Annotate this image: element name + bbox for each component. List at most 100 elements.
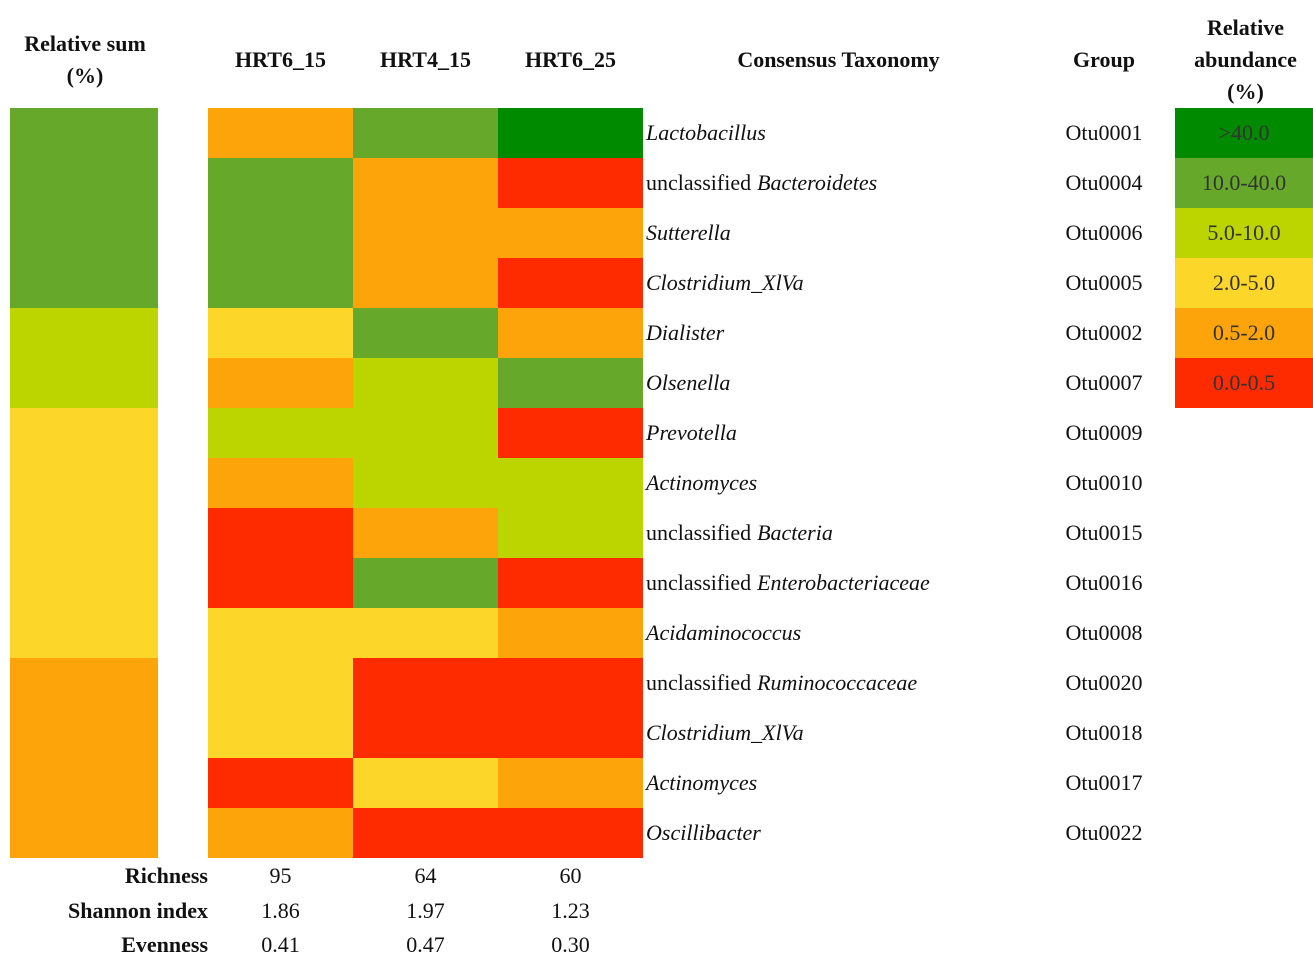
group: Otu0004	[1065, 170, 1143, 195]
group: Otu0005	[1065, 270, 1143, 295]
legend-item: 10.0-40.0	[1175, 158, 1313, 208]
relative-sum-cell	[10, 808, 158, 858]
relative-sum-cell	[10, 308, 158, 358]
heat-cell	[498, 558, 643, 608]
relative-sum-cell	[10, 258, 158, 308]
group: Otu0008	[1065, 620, 1143, 645]
relative-sum-cell	[10, 158, 158, 208]
taxonomy: Prevotella	[646, 420, 737, 445]
heat-cell	[353, 258, 498, 308]
heat-cell	[353, 708, 498, 758]
heat-cell	[353, 308, 498, 358]
relative-sum-cell	[10, 658, 158, 708]
heat-cell	[208, 408, 353, 458]
heat-cell	[498, 658, 643, 708]
column-header: HRT6_15	[235, 47, 326, 72]
stat-value: 1.97	[406, 898, 445, 923]
group: Otu0009	[1065, 420, 1143, 445]
legend-item: 2.0-5.0	[1175, 258, 1313, 308]
stat-value: 0.41	[261, 932, 300, 957]
stat-value: 1.23	[551, 898, 590, 923]
relative-sum-cell	[10, 208, 158, 258]
taxonomy: Lactobacillus	[646, 120, 766, 145]
relative-sum-cell	[10, 408, 158, 458]
heat-cell	[353, 358, 498, 408]
taxonomy: Clostridium_XlVa	[646, 270, 804, 295]
stat-label: Richness	[124, 863, 208, 888]
heat-cell	[498, 308, 643, 358]
stat-value: 0.47	[406, 932, 445, 957]
heat-cell	[353, 208, 498, 258]
stat-value: 95	[269, 863, 292, 888]
taxonomy-plain: unclassified	[646, 520, 752, 545]
heat-cell	[353, 608, 498, 658]
heat-cell	[353, 508, 498, 558]
header-taxonomy: Consensus Taxonomy	[737, 47, 940, 72]
taxonomy: Actinomyces	[646, 770, 758, 795]
legend-item: 5.0-10.0	[1175, 208, 1313, 258]
relative-sum-cell	[10, 508, 158, 558]
heat-cell	[498, 758, 643, 808]
heat-cell	[498, 458, 643, 508]
heat-cell	[208, 658, 353, 708]
stat-value: 64	[414, 863, 437, 888]
legend-item: >40.0	[1175, 108, 1313, 158]
heat-cell	[208, 258, 353, 308]
legend-item: 0.5-2.0	[1175, 308, 1313, 358]
heat-cell	[208, 108, 353, 158]
taxonomy-italic: Bacteria	[757, 520, 833, 545]
taxonomy-plain: unclassified	[646, 170, 752, 195]
heat-cell	[208, 358, 353, 408]
heat-cell	[208, 758, 353, 808]
taxonomy-italic: Bacteroidetes	[757, 170, 878, 195]
relative-sum-cell	[10, 358, 158, 408]
relative-sum-cell	[10, 608, 158, 658]
group: Otu0007	[1065, 370, 1143, 395]
group: Otu0020	[1065, 670, 1143, 695]
group: Otu0018	[1065, 720, 1143, 745]
heat-cell	[498, 608, 643, 658]
heat-cell	[353, 458, 498, 508]
header-group: Group	[1073, 47, 1135, 72]
group: Otu0002	[1065, 320, 1143, 345]
header-relative-sum: Relative sum (%)	[24, 31, 146, 88]
heat-cell	[208, 508, 353, 558]
column-header: HRT4_15	[380, 47, 471, 72]
heat-cell	[498, 158, 643, 208]
taxonomy: Oscillibacter	[646, 820, 761, 845]
heat-cell	[208, 558, 353, 608]
heat-cell	[353, 758, 498, 808]
heat-cell	[208, 808, 353, 858]
legend-title: Relative abundance (%)	[1194, 15, 1297, 104]
column-header: HRT6_25	[525, 47, 616, 72]
heat-cell	[498, 508, 643, 558]
heat-cell	[498, 258, 643, 308]
heat-cell	[353, 158, 498, 208]
stat-value: 60	[559, 863, 582, 888]
group: Otu0001	[1065, 120, 1143, 145]
taxonomy-italic: Enterobacteriaceae	[757, 570, 930, 595]
group: Otu0016	[1065, 570, 1143, 595]
taxonomy: Acidaminococcus	[646, 620, 802, 645]
heat-cell	[353, 108, 498, 158]
relative-sum-cell	[10, 558, 158, 608]
group: Otu0010	[1065, 470, 1143, 495]
stat-value: 0.30	[551, 932, 590, 957]
heat-cell	[498, 708, 643, 758]
taxonomy-italic: Ruminococcaceae	[757, 670, 918, 695]
taxonomy: Sutterella	[646, 220, 731, 245]
heat-cell	[353, 408, 498, 458]
taxonomy: Dialister	[646, 320, 725, 345]
taxonomy: Actinomyces	[646, 470, 758, 495]
taxonomy: unclassified Enterobacteriaceae	[646, 558, 930, 608]
taxonomy-plain: unclassified	[646, 670, 752, 695]
group: Otu0006	[1065, 220, 1143, 245]
group: Otu0015	[1065, 520, 1143, 545]
taxonomy: unclassified Bacteroidetes	[646, 158, 877, 208]
heat-cell	[498, 408, 643, 458]
legend-item: 0.0-0.5	[1175, 358, 1313, 408]
heat-cell	[498, 208, 643, 258]
stat-label: Shannon index	[67, 898, 208, 923]
taxonomy: Clostridium_XlVa	[646, 720, 804, 745]
heat-cell	[498, 808, 643, 858]
